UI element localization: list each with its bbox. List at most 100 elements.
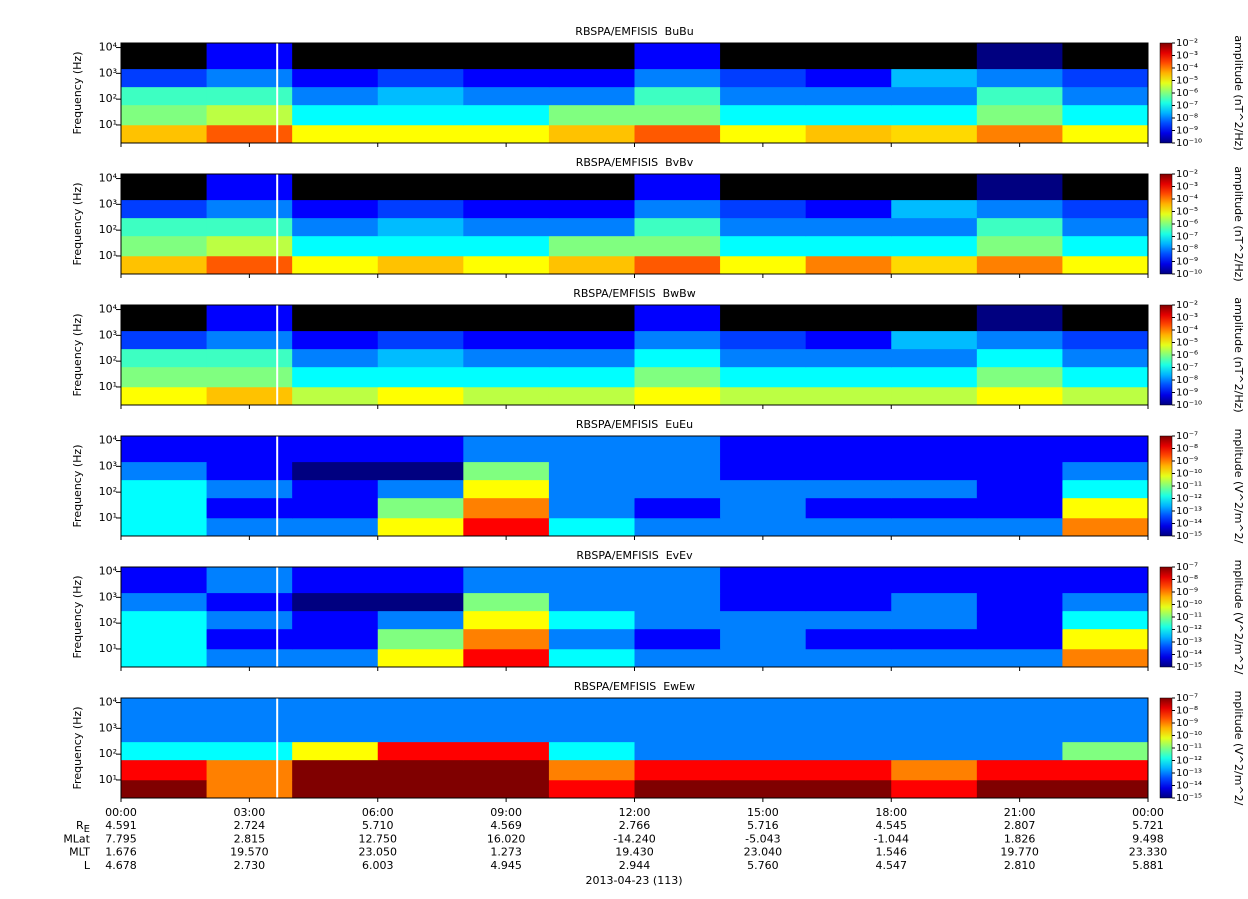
spectrogram-cell <box>548 386 635 406</box>
ephemeris-value: 19.570 <box>230 846 269 859</box>
x-tick-label: 12:00 <box>619 806 651 819</box>
spectrogram-cell <box>720 305 807 332</box>
y-tick-label: 10⁴ <box>99 172 118 185</box>
spectrogram-cell <box>377 497 464 519</box>
spectrogram-cell <box>463 610 550 630</box>
spectrogram-cell <box>720 610 807 630</box>
ephemeris-value: 1.546 <box>876 846 908 859</box>
ephemeris-value: 2.810 <box>1004 859 1036 872</box>
spectrogram-cell <box>548 217 635 237</box>
spectrogram-cell <box>292 497 379 519</box>
spectrogram-cell <box>805 348 892 368</box>
spectrogram-cell <box>121 86 208 106</box>
spectrogram-cell <box>634 479 721 499</box>
spectrogram-cell <box>121 305 208 332</box>
ephemeris-value: 4.547 <box>876 859 908 872</box>
colorbar-tick-label: 10⁻⁶ <box>1176 88 1198 99</box>
spectrogram-cell <box>976 366 1063 388</box>
spectrogram-cell <box>548 479 635 499</box>
spectrogram-cell <box>377 610 464 630</box>
spectrogram-cell <box>206 461 293 481</box>
y-axis-label: Frequency (Hz) <box>71 52 84 135</box>
colorbar-tick-label: 10⁻⁸ <box>1176 244 1198 255</box>
spectrogram-cell <box>634 305 721 332</box>
spectrogram-cell <box>548 436 635 463</box>
y-axis-label: Frequency (Hz) <box>71 314 84 397</box>
colorbar-tick-label: 10⁻¹⁵ <box>1176 662 1202 673</box>
spectrogram-cell <box>891 235 978 257</box>
y-tick-label: 10² <box>99 92 117 105</box>
spectrogram-cell <box>548 741 635 761</box>
spectrogram-cell <box>720 723 807 743</box>
ephemeris-value: 23.040 <box>744 846 783 859</box>
spectrogram-cell <box>377 255 464 275</box>
spectrogram-cell <box>805 235 892 257</box>
colorbar-tick-label: 10⁻⁶ <box>1176 219 1198 230</box>
spectrogram-cell <box>720 174 807 201</box>
spectrogram-cell <box>121 174 208 201</box>
spectrogram-cell <box>463 348 550 368</box>
spectrogram-cell <box>377 648 464 668</box>
spectrogram-cell <box>634 199 721 219</box>
spectrogram-cell <box>463 305 550 332</box>
spectrogram-cell <box>891 592 978 612</box>
ephemeris-value: 1.826 <box>1004 832 1036 845</box>
y-tick-label: 10⁴ <box>99 434 118 447</box>
ephemeris-value: 23.050 <box>359 846 398 859</box>
spectrogram-cell <box>292 217 379 237</box>
colorbar-tick-label: 10⁻⁶ <box>1176 350 1198 361</box>
spectrogram-cell <box>720 741 807 761</box>
ephemeris-value: 2.730 <box>234 859 266 872</box>
y-tick-label: 10¹ <box>99 380 117 393</box>
spectrogram-cell <box>463 104 550 126</box>
y-tick-label: 10³ <box>99 590 117 603</box>
spectrogram-cell <box>377 592 464 612</box>
spectrogram-cell <box>377 104 464 126</box>
spectrogram-cell <box>1062 255 1149 275</box>
colorbar-tick-label: 10⁻² <box>1176 38 1198 49</box>
colorbar-tick-label: 10⁻⁹ <box>1176 587 1198 598</box>
colorbar-tick-label: 10⁻¹³ <box>1176 506 1202 517</box>
spectrogram-cell <box>292 461 379 481</box>
spectrogram-cell <box>891 628 978 650</box>
ephemeris-value: 9.498 <box>1132 832 1164 845</box>
spectrogram-cell <box>634 741 721 761</box>
ephemeris-value: 16.020 <box>487 832 526 845</box>
spectrogram-cell <box>377 628 464 650</box>
spectrogram-cell <box>634 759 721 781</box>
spectrogram-cell <box>1062 124 1149 144</box>
spectrogram-cell <box>206 517 293 537</box>
colorbar-tick-label: 10⁻¹¹ <box>1176 481 1202 492</box>
ephemeris-value: 4.569 <box>490 819 522 832</box>
spectrogram-cell <box>720 217 807 237</box>
spectrogram-cell <box>206 779 293 799</box>
spectrogram-cell <box>292 330 379 350</box>
x-tick-label: 09:00 <box>490 806 522 819</box>
spectrogram-cell <box>891 567 978 594</box>
ephemeris-value: 19.770 <box>1000 846 1039 859</box>
spectrogram-cell <box>206 330 293 350</box>
x-tick-label: 06:00 <box>362 806 394 819</box>
spectrogram-cell <box>1062 436 1149 463</box>
spectrogram-cell <box>377 759 464 781</box>
spectrogram-cell <box>976 648 1063 668</box>
spectrogram-cell <box>121 68 208 88</box>
y-tick-label: 10⁴ <box>99 696 118 709</box>
spectrogram-cell <box>548 348 635 368</box>
ephemeris-value: 19.430 <box>615 846 654 859</box>
y-tick-label: 10² <box>99 747 117 760</box>
panel-title: RBSPA/EMFISIS EuEu <box>576 418 693 431</box>
spectrogram-cell <box>805 199 892 219</box>
ephemeris-value: 2.807 <box>1004 819 1036 832</box>
ephemeris-value: 6.003 <box>362 859 394 872</box>
colorbar-tick-label: 10⁻¹⁴ <box>1176 781 1202 792</box>
spectrogram-cell <box>891 497 978 519</box>
spectrogram-cell <box>805 698 892 725</box>
y-tick-label: 10² <box>99 354 117 367</box>
spectrogram-cell <box>548 68 635 88</box>
spectrogram-cell <box>976 386 1063 406</box>
spectrogram-cell <box>121 461 208 481</box>
spectrogram-cell <box>463 779 550 799</box>
spectrogram-cell <box>976 479 1063 499</box>
